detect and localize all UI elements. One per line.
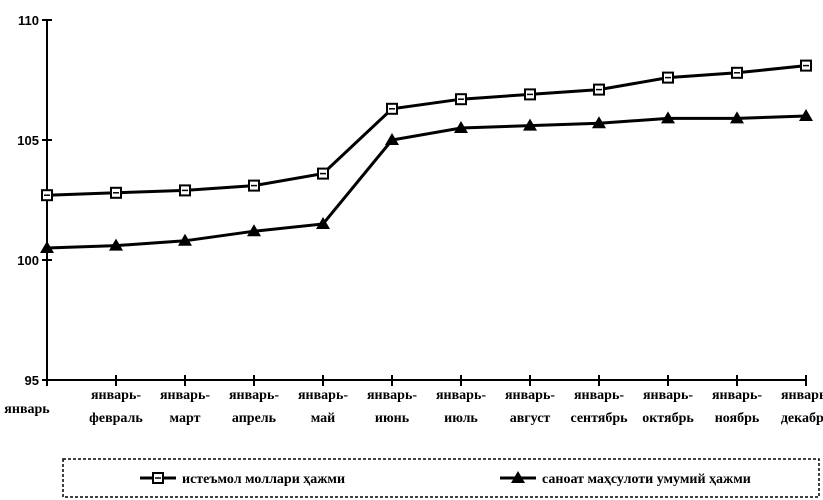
series-line-2 [46,114,807,250]
series-2-point [730,111,744,124]
x-tick-label: январь-ноябрь [712,388,762,426]
y-tick-label: 110 [18,13,39,28]
series-2-point [592,116,606,129]
y-tick-label: 105 [17,133,39,148]
legend-label-1: истеъмол моллари ҳажми [182,472,345,487]
series-2-point [247,224,261,237]
y-tick-label: 95 [25,373,39,388]
x-tick-label: январь [4,402,50,417]
series-2-point [799,109,813,121]
series-2-point [316,217,330,229]
x-tick-label: январь-март [160,388,210,426]
x-tick-label: январь-декабрь [781,388,823,426]
series-2-point [523,118,537,131]
x-tick-label: январь-июль [436,388,486,426]
x-tick-label: январь-сентябрь [570,388,628,426]
x-tick-label: январь-май [298,388,348,426]
y-tick-label: 100 [17,253,39,268]
x-tick-label: январь-февраль [89,388,143,426]
series-2-point [454,121,468,133]
series-2-point [40,241,54,253]
series-2-point [385,133,399,145]
series-line-1 [46,64,807,197]
series-2-point [178,233,192,246]
legend-box [62,458,820,498]
x-tick-label: январь-октябрь [642,388,694,426]
series-2-point [109,238,123,251]
legend-label-2: саноат маҳсулоти умумий ҳажми [542,472,751,487]
x-tick-label: январь-август [505,388,555,426]
legend-marker-2 [511,471,525,483]
x-tick-label: январь-апрель [229,388,279,426]
x-tick-label: январь-июнь [367,388,417,426]
series-2-point [661,111,675,124]
